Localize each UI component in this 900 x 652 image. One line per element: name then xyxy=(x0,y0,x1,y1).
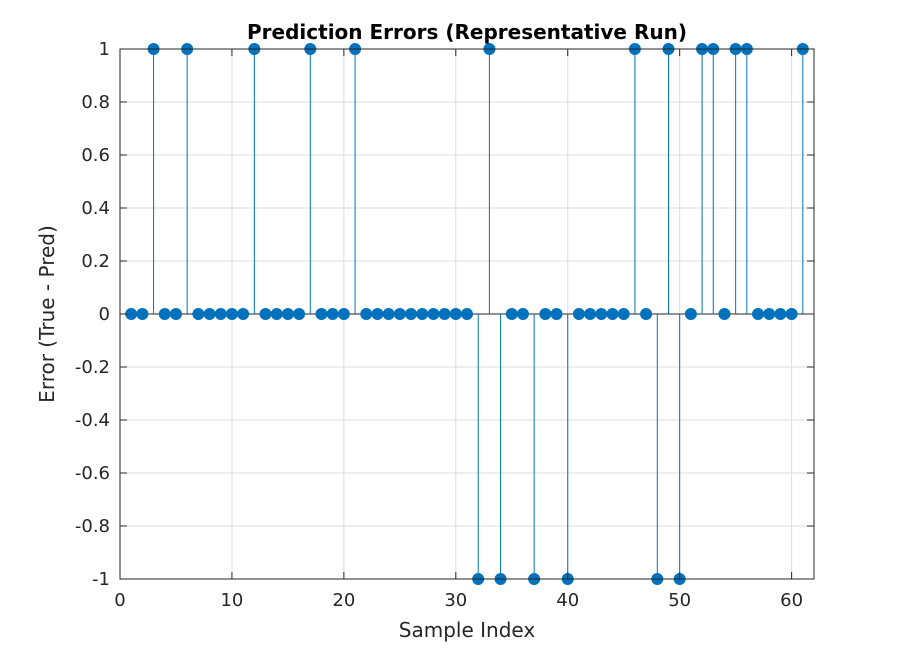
stem-marker xyxy=(259,308,272,320)
stem-marker xyxy=(539,308,552,320)
chart-title: Prediction Errors (Representative Run) xyxy=(247,20,687,44)
x-tick-label: 10 xyxy=(220,590,243,611)
stem-marker xyxy=(203,308,216,320)
stem-marker xyxy=(606,308,619,320)
stem-marker xyxy=(125,308,138,320)
stem-marker xyxy=(326,308,339,320)
x-tick-labels: 0 10 20 30 40 50 60 xyxy=(114,590,803,611)
x-tick-label: 50 xyxy=(668,590,691,611)
stem-marker xyxy=(449,308,462,320)
y-tick-label: 0.2 xyxy=(81,251,110,272)
stem-marker xyxy=(360,308,373,320)
stem-marker xyxy=(572,308,585,320)
stem-series xyxy=(120,43,814,585)
stem-marker xyxy=(718,308,731,320)
y-tick-label: 0 xyxy=(99,304,110,325)
y-tick-label: -0.4 xyxy=(75,410,110,431)
y-tick-labels: -1 -0.8 -0.6 -0.4 -0.2 0 0.2 0.4 0.6 0.8 1 xyxy=(75,39,110,590)
stem-marker xyxy=(337,308,350,320)
stem-marker xyxy=(237,308,250,320)
stem-marker xyxy=(158,308,171,320)
stem-marker xyxy=(371,308,384,320)
x-tick-label: 40 xyxy=(556,590,579,611)
stem-marker xyxy=(169,308,182,320)
x-tick-label: 60 xyxy=(780,590,803,611)
stem-marker xyxy=(752,308,765,320)
stem-marker xyxy=(763,308,776,320)
stem-marker xyxy=(225,308,238,320)
stem-marker xyxy=(281,308,294,320)
stem-marker xyxy=(617,308,630,320)
stem-marker xyxy=(550,308,563,320)
stem-marker xyxy=(774,308,787,320)
stem-marker xyxy=(584,308,597,320)
stem-marker xyxy=(684,308,697,320)
y-tick-label: -0.6 xyxy=(75,463,110,484)
stem-marker xyxy=(315,308,328,320)
y-tick-label: 0.8 xyxy=(81,92,110,113)
stem-marker xyxy=(461,308,473,320)
y-tick-label: -0.8 xyxy=(75,516,110,537)
stem-marker xyxy=(136,308,149,320)
stem-marker xyxy=(505,308,518,320)
stem-marker xyxy=(382,308,395,320)
stem-marker xyxy=(416,308,429,320)
x-tick-label: 20 xyxy=(332,590,355,611)
y-tick-label: 1 xyxy=(99,39,110,60)
y-tick-label: 0.6 xyxy=(81,145,110,166)
stem-marker xyxy=(516,308,529,320)
y-tick-label: 0.4 xyxy=(81,198,110,219)
stem-marker xyxy=(214,308,227,320)
x-tick-label: 30 xyxy=(444,590,467,611)
stem-marker xyxy=(438,308,451,320)
y-tick-label: -0.2 xyxy=(75,357,110,378)
y-tick-label: -1 xyxy=(92,569,110,590)
stem-marker xyxy=(393,308,406,320)
stem-marker xyxy=(595,308,608,320)
stem-marker xyxy=(640,308,653,320)
stem-marker xyxy=(293,308,306,320)
stem-marker xyxy=(270,308,283,320)
x-tick-label: 0 xyxy=(114,590,125,611)
stem-marker xyxy=(192,308,205,320)
stem-marker xyxy=(785,308,798,320)
x-axis-label: Sample Index xyxy=(399,618,536,642)
stem-marker xyxy=(405,308,418,320)
stem-marker xyxy=(427,308,440,320)
tick-marks xyxy=(119,48,814,580)
y-axis-label: Error (True - Pred) xyxy=(35,225,59,403)
